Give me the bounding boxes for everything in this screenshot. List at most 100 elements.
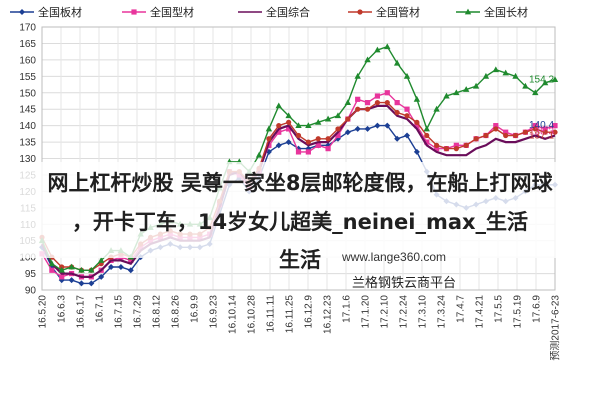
- data-point: [305, 122, 312, 129]
- data-point: [285, 112, 292, 119]
- data-point: [384, 43, 391, 50]
- y-tick-label: 95: [25, 269, 37, 280]
- x-tick-label: 预测2017-6-23: [549, 295, 562, 361]
- data-point: [384, 122, 391, 129]
- data-point: [374, 93, 381, 99]
- overlay-subline: ，开卡丁车，14岁女儿超美_neinei_max_生活: [71, 210, 529, 234]
- data-point: [453, 89, 460, 96]
- data-point: [68, 277, 75, 284]
- data-point: [404, 132, 411, 139]
- x-tick-label: 16.11.11: [266, 295, 277, 333]
- data-point: [265, 125, 273, 132]
- data-point: [335, 126, 341, 132]
- data-point: [414, 119, 420, 125]
- data-point: [483, 132, 489, 139]
- y-tick-label: 145: [19, 105, 36, 116]
- data-point: [344, 129, 351, 136]
- x-tick-label: 17.4.21: [475, 295, 486, 329]
- data-point: [325, 136, 331, 142]
- legend-item: 全国型材: [122, 5, 194, 19]
- data-point: [453, 142, 459, 148]
- watermark-site: www.lange360.com: [342, 250, 447, 264]
- data-point: [364, 100, 371, 106]
- data-point: [266, 136, 272, 142]
- end-label: 140.4: [529, 120, 554, 131]
- x-tick-label: 16.9.23: [209, 295, 220, 329]
- plot-frame: [41, 26, 556, 291]
- x-tick-label: 16.9.9: [190, 295, 201, 323]
- data-point: [354, 125, 361, 132]
- data-point: [404, 113, 410, 119]
- data-point: [276, 123, 282, 129]
- overlay-headline: 网上杠杆炒股 吴尊一家坐8层邮轮度假，在船上打网球: [47, 171, 553, 195]
- x-tick-label: 16.10.28: [247, 295, 258, 334]
- data-point: [275, 142, 282, 149]
- y-tick-label: 100: [19, 253, 36, 264]
- y-tick-label: 135: [19, 138, 36, 149]
- data-point: [117, 263, 124, 270]
- data-point: [463, 86, 470, 92]
- data-point: [315, 142, 321, 148]
- data-point: [345, 116, 351, 122]
- x-tick-label: 17.3.24: [437, 295, 448, 329]
- data-point: [68, 263, 75, 270]
- data-point: [473, 136, 479, 142]
- data-point: [443, 146, 450, 152]
- legend-label: 全国综合: [266, 5, 310, 19]
- data-point: [384, 100, 390, 106]
- data-point: [413, 95, 421, 102]
- data-point: [335, 132, 341, 139]
- x-tick-label: 17.5.5: [494, 295, 505, 323]
- data-point: [503, 129, 509, 135]
- data-point: [503, 132, 509, 139]
- data-point: [493, 123, 499, 129]
- data-point: [464, 8, 472, 15]
- x-tick-label: 17.1.20: [361, 295, 372, 329]
- x-tick-label: 16.7.15: [114, 295, 125, 329]
- data-point: [374, 122, 381, 129]
- data-point: [344, 99, 352, 106]
- data-point: [424, 139, 430, 145]
- x-tick-label: 16.6.3: [57, 295, 68, 323]
- data-point: [443, 92, 450, 99]
- data-point: [423, 125, 430, 132]
- data-point: [433, 105, 440, 112]
- data-point: [403, 72, 411, 79]
- data-point: [315, 118, 322, 125]
- x-tick-label: 17.3.10: [418, 295, 429, 329]
- y-tick-label: 155: [19, 72, 36, 83]
- data-point: [482, 72, 490, 79]
- data-point: [78, 266, 85, 273]
- data-point: [522, 129, 529, 135]
- x-tick-label: 16.5.20: [38, 295, 49, 329]
- data-point: [354, 72, 361, 79]
- y-tick-label: 90: [25, 286, 37, 297]
- x-tick-label: 17.1.6: [342, 295, 353, 323]
- data-point: [413, 148, 420, 155]
- series-line: [41, 104, 556, 278]
- data-point: [551, 76, 559, 82]
- legend-label: 全国管材: [376, 5, 420, 19]
- data-point: [98, 273, 105, 280]
- data-point: [532, 123, 538, 129]
- data-point: [374, 100, 381, 106]
- x-tick-label: 16.8.26: [171, 295, 182, 329]
- data-point: [493, 126, 499, 132]
- x-tick-label: 16.8.12: [152, 295, 163, 329]
- overlay-backdrop: [0, 162, 600, 258]
- data-point: [532, 126, 538, 132]
- data-point: [364, 56, 371, 63]
- data-point: [364, 125, 371, 132]
- data-point: [285, 139, 292, 146]
- x-tick-label: 17.6.9: [532, 295, 543, 323]
- x-axis: 16.5.20 16.6.3 16.6.17 16.7.1 16.7.15 16.7.29…: [38, 295, 562, 361]
- data-point: [394, 109, 400, 116]
- legend-label: 全国长材: [484, 5, 528, 19]
- data-point: [512, 132, 519, 139]
- data-point: [512, 72, 519, 79]
- x-tick-label: 17.5.19: [513, 295, 524, 329]
- legend: 全国板材 全国型材 全国综合 全国管材 全国长材: [10, 5, 528, 19]
- watermark-platform: 兰格钢铁云商平台: [352, 276, 457, 291]
- data-point: [88, 266, 95, 273]
- data-point: [453, 146, 459, 152]
